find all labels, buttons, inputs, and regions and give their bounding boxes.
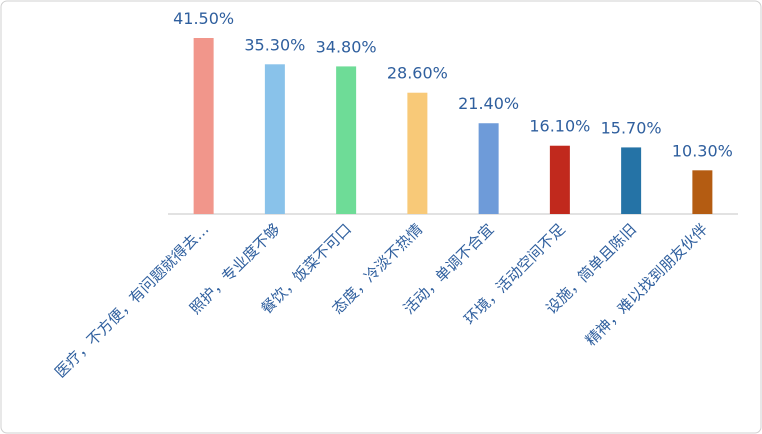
value-label: 15.70% [601,118,662,137]
value-label: 41.50% [173,9,234,28]
bar [549,145,570,214]
bar [336,66,357,214]
bar [407,92,428,214]
bar [193,38,214,214]
value-label: 34.80% [316,37,377,56]
value-label: 10.30% [672,141,733,160]
bar [692,170,713,214]
bar [478,123,499,214]
bar [621,147,642,214]
value-label: 35.30% [244,35,305,54]
bar [264,64,285,214]
value-label: 16.10% [529,117,590,136]
value-label: 21.40% [458,94,519,113]
value-label: 28.60% [387,64,448,83]
